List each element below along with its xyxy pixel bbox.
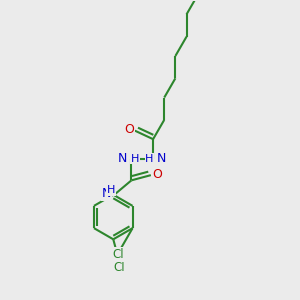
Text: H: H	[145, 154, 154, 164]
Text: N: N	[157, 152, 167, 165]
Text: O: O	[124, 123, 134, 136]
Text: Cl: Cl	[114, 261, 125, 274]
Text: O: O	[152, 168, 162, 181]
Text: H: H	[107, 185, 116, 195]
Text: Cl: Cl	[113, 248, 124, 261]
Text: H: H	[131, 154, 139, 164]
Text: N: N	[102, 187, 111, 200]
Text: N: N	[118, 152, 128, 165]
